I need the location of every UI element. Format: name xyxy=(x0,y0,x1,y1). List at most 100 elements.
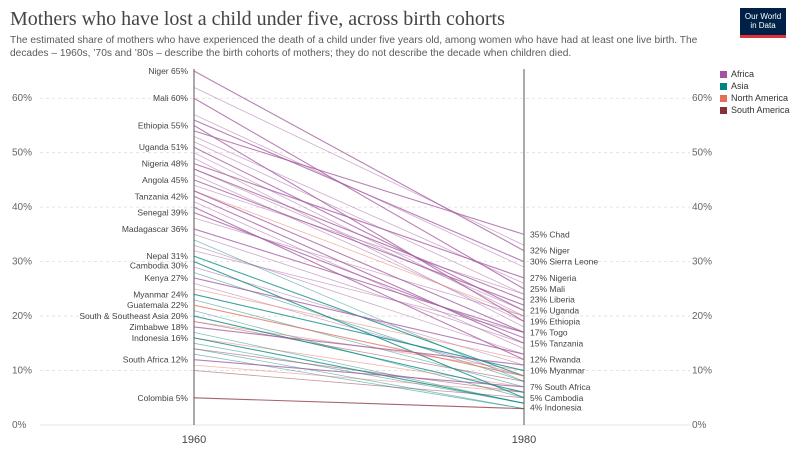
y-tick-label-left: 40% xyxy=(12,202,32,213)
series-line-ethiopia xyxy=(193,124,525,322)
end-label-nigeria: 27% Nigeria xyxy=(530,273,577,283)
end-label-tanzania: 15% Tanzania xyxy=(530,338,584,348)
start-label-nepal: Nepal 31% xyxy=(146,251,188,261)
y-tick-label-left: 10% xyxy=(12,366,32,377)
start-label-south-southeast-asia: South & Southeast Asia 20% xyxy=(79,311,188,321)
y-tick-label-right: 40% xyxy=(692,202,712,213)
series-line-togo xyxy=(193,190,525,333)
background-series-line xyxy=(193,288,525,361)
series-line-myanmar xyxy=(193,293,525,372)
series-line-chad xyxy=(193,130,525,235)
start-label-zimbabwe: Zimbabwe 18% xyxy=(129,322,188,332)
start-label-mali: Mali 60% xyxy=(153,93,188,103)
legend-label: North America xyxy=(731,93,789,103)
y-tick-label-right: 50% xyxy=(692,148,712,159)
series-line-guatemala xyxy=(193,304,525,377)
series-line-angola xyxy=(193,179,525,306)
legend-label: Africa xyxy=(731,69,755,79)
series-line-colombia xyxy=(193,397,525,410)
y-tick-label-left: 30% xyxy=(12,257,32,268)
start-label-madagascar: Madagascar 36% xyxy=(122,224,189,234)
y-tick-label-right: 20% xyxy=(692,311,712,322)
background-series-line xyxy=(193,174,525,322)
end-label-rwanda: 12% Rwanda xyxy=(530,355,581,365)
legend-item-north-america[interactable]: North America xyxy=(720,92,790,104)
start-label-guatemala: Guatemala 22% xyxy=(127,300,188,310)
background-series-line xyxy=(193,370,525,399)
background-series-line xyxy=(193,184,525,295)
start-label-south-africa: South Africa 12% xyxy=(123,355,189,365)
background-series-line xyxy=(193,190,525,317)
start-label-uganda: Uganda 51% xyxy=(139,142,189,152)
series-line-south-africa xyxy=(193,359,525,388)
series-line-niger xyxy=(193,70,525,252)
series-line-kenya xyxy=(193,277,525,355)
series-line-senegal xyxy=(193,212,525,339)
series-line-tanzania xyxy=(193,195,525,344)
logo-line-2: in Data xyxy=(750,21,776,30)
background-series-line xyxy=(193,364,525,393)
start-label-angola: Angola 45% xyxy=(142,175,188,185)
legend-item-africa[interactable]: Africa xyxy=(720,68,790,80)
start-label-nigeria: Nigeria 48% xyxy=(142,159,189,169)
start-label-colombia: Colombia 5% xyxy=(137,393,188,403)
legend-label: South America xyxy=(731,105,790,115)
y-tick-label-right: 30% xyxy=(692,257,712,268)
background-series-line xyxy=(193,332,525,404)
series-line-south-southeast-asia xyxy=(193,315,525,393)
chart-legend: Africa Asia North America South America xyxy=(720,68,790,116)
legend-swatch xyxy=(720,94,727,102)
background-series-line xyxy=(193,217,525,317)
logo-line-1: Our World xyxy=(744,12,782,21)
start-label-tanzania: Tanzania 42% xyxy=(135,191,189,201)
series-line-uganda xyxy=(193,146,525,312)
background-series-line xyxy=(193,321,525,382)
end-label-indonesia: 4% Indonesia xyxy=(530,402,582,412)
series-line-nigeria xyxy=(193,163,525,279)
background-series-line xyxy=(193,299,525,388)
series-line-zimbabwe xyxy=(193,326,525,366)
background-series-line xyxy=(193,86,525,246)
background-series-line xyxy=(193,234,525,344)
start-label-cambodia: Cambodia 30% xyxy=(130,261,189,271)
y-tick-label-left: 50% xyxy=(12,148,32,159)
y-tick-label-left: 60% xyxy=(12,93,32,104)
background-series-line xyxy=(193,353,525,410)
owid-logo[interactable]: Our World in Data xyxy=(740,8,786,38)
end-label-mali: 25% Mali xyxy=(530,284,565,294)
legend-item-south-america[interactable]: South America xyxy=(720,104,790,116)
start-label-ethiopia: Ethiopia 55% xyxy=(138,120,189,130)
series-line-mali xyxy=(193,97,525,290)
y-tick-label-right: 60% xyxy=(692,93,712,104)
end-label-uganda: 21% Uganda xyxy=(530,306,579,316)
x-tick-label-1980: 1980 xyxy=(512,434,536,446)
series-line-indonesia xyxy=(193,337,525,404)
chart-subtitle: The estimated share of mothers who have … xyxy=(10,35,698,59)
x-tick-label-1960: 1960 xyxy=(182,434,206,446)
legend-label: Asia xyxy=(731,81,749,91)
end-label-niger: 32% Niger xyxy=(530,246,570,256)
chart-title: Mothers who have lost a child under five… xyxy=(10,8,505,30)
background-series-line xyxy=(193,337,525,388)
series-line-madagascar xyxy=(193,228,525,333)
legend-swatch xyxy=(720,82,727,90)
start-label-myanmar: Myanmar 24% xyxy=(133,289,188,299)
y-tick-label-left: 0% xyxy=(12,420,27,431)
y-tick-label-left: 20% xyxy=(12,311,32,322)
end-label-togo: 17% Togo xyxy=(530,327,568,337)
start-label-senegal: Senegal 39% xyxy=(137,208,188,218)
end-label-sierra-leone: 30% Sierra Leone xyxy=(530,257,598,267)
end-label-chad: 35% Chad xyxy=(530,229,570,239)
end-label-liberia: 23% Liberia xyxy=(530,295,575,305)
end-label-cambodia: 5% Cambodia xyxy=(530,393,584,403)
series-line-rwanda xyxy=(193,206,525,361)
end-label-myanmar: 10% Myanmar xyxy=(530,366,585,376)
end-label-south-africa: 7% South Africa xyxy=(530,382,591,392)
start-label-indonesia: Indonesia 16% xyxy=(132,333,189,343)
logo-accent-bar xyxy=(740,35,786,38)
start-label-niger: Niger 65% xyxy=(148,66,188,76)
background-series-line xyxy=(193,141,525,295)
end-label-ethiopia: 19% Ethiopia xyxy=(530,317,580,327)
legend-item-asia[interactable]: Asia xyxy=(720,80,790,92)
